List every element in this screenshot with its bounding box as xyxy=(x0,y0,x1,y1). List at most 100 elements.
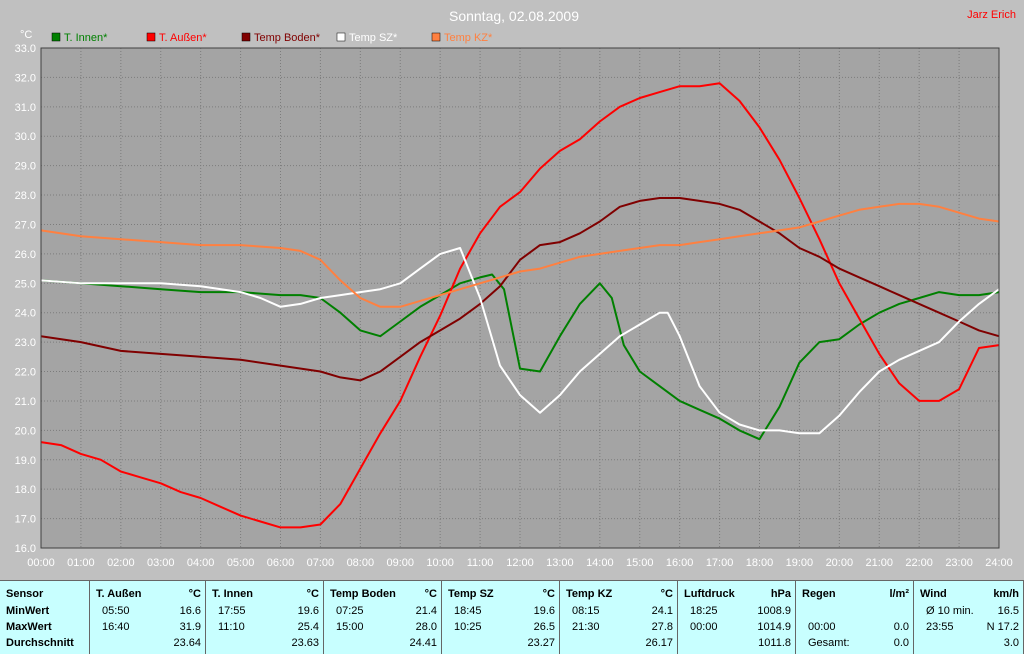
sensor-header: Sensor xyxy=(6,588,44,600)
stats-value: 25.4 xyxy=(297,621,319,633)
stats-column-unit: l/m² xyxy=(889,588,909,600)
y-tick-label: 25.0 xyxy=(15,278,36,290)
y-tick-label: 30.0 xyxy=(15,131,36,143)
stats-value: 19.6 xyxy=(533,605,555,617)
stats-column: Luftdruck hPa 18:25 1008.9 00:00 1014.9 1011.8 xyxy=(678,581,796,654)
x-tick-label: 11:00 xyxy=(467,557,494,569)
stats-value: 24.41 xyxy=(409,637,437,649)
stats-value: N 17.2 xyxy=(986,621,1019,633)
stats-value: 28.0 xyxy=(415,621,437,633)
row-label-min: MinWert xyxy=(6,605,50,617)
stats-value: 0.0 xyxy=(893,621,909,633)
legend-swatch xyxy=(336,32,346,42)
x-tick-label: 20:00 xyxy=(826,557,854,569)
y-tick-label: 32.0 xyxy=(15,72,36,84)
chart-legend: T. Innen* T. Außen* Temp Boden* Temp SZ* Tem… xyxy=(51,32,493,44)
y-tick-label: 33.0 xyxy=(15,43,36,55)
y-tick-label: 20.0 xyxy=(15,425,36,437)
x-tick-label: 05:00 xyxy=(227,557,255,569)
stats-column-unit: km/h xyxy=(993,588,1019,600)
y-tick-label: 19.0 xyxy=(15,455,36,467)
author-label: Jarz Erich xyxy=(967,9,1016,21)
stats-value: 16.5 xyxy=(997,605,1019,617)
y-tick-label: 26.0 xyxy=(15,249,36,261)
stats-column: Temp Boden °C 07:25 21.4 15:00 28.0 24.41 xyxy=(324,581,442,654)
temperature-chart: Sonntag, 02.08.2009 Jarz Erich °C T. Inn… xyxy=(15,8,1016,569)
y-tick-label: 27.0 xyxy=(15,219,36,231)
x-tick-label: 22:00 xyxy=(905,557,933,569)
stats-time: 17:55 xyxy=(218,605,246,617)
x-tick-label: 02:00 xyxy=(107,557,135,569)
y-tick-label: 31.0 xyxy=(15,102,36,114)
x-tick-label: 12:00 xyxy=(506,557,534,569)
x-tick-label: 10:00 xyxy=(426,557,454,569)
stats-value: 1008.9 xyxy=(757,605,791,617)
y-tick-label: 16.0 xyxy=(15,543,36,555)
y-tick-label: 17.0 xyxy=(15,514,36,526)
stats-column-unit: °C xyxy=(424,588,437,600)
y-tick-label: 28.0 xyxy=(15,190,36,202)
stats-time: 18:25 xyxy=(690,605,718,617)
x-tick-label: 15:00 xyxy=(626,557,654,569)
y-tick-label: 22.0 xyxy=(15,367,36,379)
legend-label: T. Innen* xyxy=(64,32,108,44)
x-tick-label: 19:00 xyxy=(786,557,814,569)
x-tick-label: 17:00 xyxy=(706,557,734,569)
stats-value: 1014.9 xyxy=(757,621,791,633)
y-axis-unit: °C xyxy=(20,29,32,41)
legend-swatch xyxy=(51,32,61,42)
stats-column: Regen l/m² 00:00 0.0 Gesamt: 0.0 xyxy=(796,581,914,654)
series-line xyxy=(40,247,1000,435)
stats-value: 26.5 xyxy=(533,621,555,633)
stats-time: 15:00 xyxy=(336,621,364,633)
series-line xyxy=(40,202,1000,308)
stats-value: 21.4 xyxy=(415,605,437,617)
x-tick-label: 06:00 xyxy=(267,557,295,569)
x-tick-label: 23:00 xyxy=(945,557,973,569)
series-line xyxy=(40,82,1000,529)
stats-column-name: Regen xyxy=(802,588,836,600)
y-tick-label: 21.0 xyxy=(15,396,36,408)
x-tick-label: 01:00 xyxy=(67,557,95,569)
x-tick-label: 13:00 xyxy=(546,557,574,569)
stats-value: 16.6 xyxy=(179,605,201,617)
stats-value: 23.64 xyxy=(173,637,201,649)
legend-swatch xyxy=(146,32,156,42)
x-tick-label: 08:00 xyxy=(347,557,375,569)
stats-column-name: Luftdruck xyxy=(684,588,735,600)
x-tick-label: 07:00 xyxy=(307,557,335,569)
x-tick-label: 21:00 xyxy=(865,557,893,569)
y-tick-label: 23.0 xyxy=(15,337,36,349)
stats-time: 00:00 xyxy=(808,621,836,633)
stats-column-name: Wind xyxy=(920,588,947,600)
y-tick-label: 18.0 xyxy=(15,484,36,496)
stats-column: Temp SZ °C 18:45 19.6 10:25 26.5 23.27 xyxy=(442,581,560,654)
stats-time: 23:55 xyxy=(926,621,954,633)
stats-column-unit: °C xyxy=(542,588,555,600)
stats-column: Temp KZ °C 08:15 24.1 21:30 27.8 26.17 xyxy=(560,581,678,654)
stats-value: 26.17 xyxy=(645,637,673,649)
stats-time: 21:30 xyxy=(572,621,600,633)
x-tick-label: 03:00 xyxy=(147,557,175,569)
chart-title: Sonntag, 02.08.2009 xyxy=(449,8,579,24)
stats-value: 23.27 xyxy=(527,637,555,649)
x-tick-label: 16:00 xyxy=(666,557,694,569)
stats-column-unit: hPa xyxy=(770,588,791,600)
legend-swatch xyxy=(431,32,441,42)
x-tick-label: 18:00 xyxy=(746,557,774,569)
x-axis-ticks: 00:00 01:00 02:00 03:00 04:00 05:00 06:00 07:00… xyxy=(27,557,1013,569)
statistics-table: Sensor MinWert MaxWert Durchschnitt T. A… xyxy=(0,580,1024,654)
stats-time: 11:10 xyxy=(218,621,245,633)
legend-swatch xyxy=(241,32,251,42)
series-line xyxy=(40,273,1000,441)
stats-column-name: Temp SZ xyxy=(448,588,494,600)
stats-label-column: Sensor MinWert MaxWert Durchschnitt xyxy=(0,581,90,654)
legend-label: Temp KZ* xyxy=(444,32,493,44)
stats-value: 27.8 xyxy=(651,621,673,633)
stats-time: 07:25 xyxy=(336,605,364,617)
legend-label: Temp Boden* xyxy=(254,32,321,44)
stats-time: Ø 10 min. xyxy=(926,605,974,617)
stats-value: 24.1 xyxy=(651,605,673,617)
row-label-avg: Durchschnitt xyxy=(6,637,74,649)
x-tick-label: 24:00 xyxy=(985,557,1013,569)
